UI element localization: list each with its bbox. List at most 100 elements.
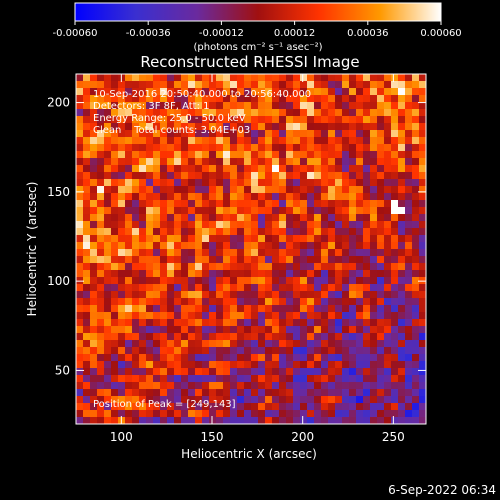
heatmap-cell: [265, 263, 273, 271]
heatmap-cell: [258, 81, 266, 89]
heatmap-cell: [160, 242, 168, 250]
heatmap-cell: [293, 270, 301, 278]
heatmap-cell: [216, 242, 224, 250]
heatmap-cell: [160, 102, 168, 110]
heatmap-cell: [328, 235, 336, 243]
heatmap-cell: [349, 291, 357, 299]
heatmap-cell: [153, 263, 161, 271]
heatmap-cell: [111, 228, 119, 236]
heatmap-cell: [125, 207, 133, 215]
heatmap-cell: [321, 417, 329, 424]
heatmap-cell: [391, 130, 399, 138]
heatmap-cell: [97, 144, 105, 152]
heatmap-cell: [384, 81, 392, 89]
heatmap-cell: [335, 123, 343, 131]
heatmap-cell: [342, 270, 350, 278]
heatmap-cell: [279, 186, 287, 194]
heatmap-cell: [132, 165, 140, 173]
heatmap-cell: [111, 256, 119, 264]
heatmap-cell: [216, 312, 224, 320]
heatmap-cell: [307, 256, 315, 264]
heatmap-cell: [181, 123, 189, 131]
heatmap-cell: [188, 130, 196, 138]
heatmap-cell: [76, 228, 84, 236]
heatmap-cell: [111, 270, 119, 278]
heatmap-cell: [181, 382, 189, 390]
heatmap-cell: [209, 123, 217, 131]
heatmap-cell: [300, 158, 308, 166]
heatmap-cell: [90, 319, 98, 327]
heatmap-cell: [286, 158, 294, 166]
heatmap-cell: [216, 207, 224, 215]
heatmap-cell: [286, 305, 294, 313]
heatmap-cell: [412, 375, 420, 383]
heatmap-cell: [111, 298, 119, 306]
heatmap-cell: [370, 249, 378, 257]
heatmap-cell: [216, 256, 224, 264]
heatmap-cell: [104, 333, 112, 341]
heatmap-cell: [335, 130, 343, 138]
heatmap-cell: [83, 389, 91, 397]
heatmap-cell: [125, 214, 133, 222]
heatmap-cell: [132, 403, 140, 411]
heatmap-cell: [83, 249, 91, 257]
heatmap-cell: [265, 200, 273, 208]
heatmap-cell: [146, 347, 154, 355]
heatmap-cell: [335, 200, 343, 208]
heatmap-cell: [188, 137, 196, 145]
heatmap-cell: [335, 144, 343, 152]
heatmap-cell: [377, 326, 385, 334]
heatmap-cell: [111, 347, 119, 355]
heatmap-cell: [237, 368, 245, 376]
heatmap-cell: [314, 214, 322, 222]
heatmap-cell: [321, 284, 329, 292]
heatmap-cell: [237, 305, 245, 313]
heatmap-cell: [314, 263, 322, 271]
heatmap-cell: [279, 277, 287, 285]
heatmap-cell: [216, 221, 224, 229]
heatmap-cell: [384, 151, 392, 159]
heatmap-cell: [209, 347, 217, 355]
heatmap-cell: [251, 361, 259, 369]
heatmap-cell: [412, 109, 420, 117]
heatmap-cell: [398, 410, 406, 418]
heatmap-cell: [272, 410, 280, 418]
heatmap-cell: [146, 249, 154, 257]
heatmap-cell: [335, 277, 343, 285]
heatmap-cell: [202, 382, 210, 390]
heatmap-cell: [76, 235, 84, 243]
heatmap-cell: [195, 298, 203, 306]
heatmap-cell: [230, 403, 238, 411]
heatmap-cell: [384, 123, 392, 131]
heatmap-cell: [384, 340, 392, 348]
heatmap-cell: [153, 165, 161, 173]
heatmap-cell: [118, 403, 126, 411]
heatmap-cell: [377, 123, 385, 131]
heatmap-cell: [314, 200, 322, 208]
heatmap-cell: [132, 88, 140, 96]
heatmap-cell: [384, 403, 392, 411]
heatmap-cell: [209, 249, 217, 257]
heatmap-cell: [76, 417, 84, 424]
heatmap-cell: [349, 81, 357, 89]
heatmap-cell: [244, 130, 252, 138]
heatmap-cell: [251, 151, 259, 159]
colorbar-tick-label: -0.00036: [126, 28, 171, 39]
heatmap-cell: [181, 417, 189, 424]
heatmap-cell: [307, 179, 315, 187]
heatmap-cell: [237, 326, 245, 334]
heatmap-cell: [181, 179, 189, 187]
heatmap-cell: [321, 396, 329, 404]
heatmap-cell: [314, 235, 322, 243]
heatmap-cell: [279, 144, 287, 152]
heatmap-cell: [83, 207, 91, 215]
heatmap-cell: [286, 403, 294, 411]
heatmap-cell: [307, 235, 315, 243]
heatmap-cell: [363, 207, 371, 215]
heatmap-cell: [230, 74, 238, 82]
heatmap-cell: [125, 410, 133, 418]
heatmap-cell: [97, 130, 105, 138]
heatmap-cell: [307, 382, 315, 390]
heatmap-cell: [244, 368, 252, 376]
heatmap-cell: [356, 410, 364, 418]
